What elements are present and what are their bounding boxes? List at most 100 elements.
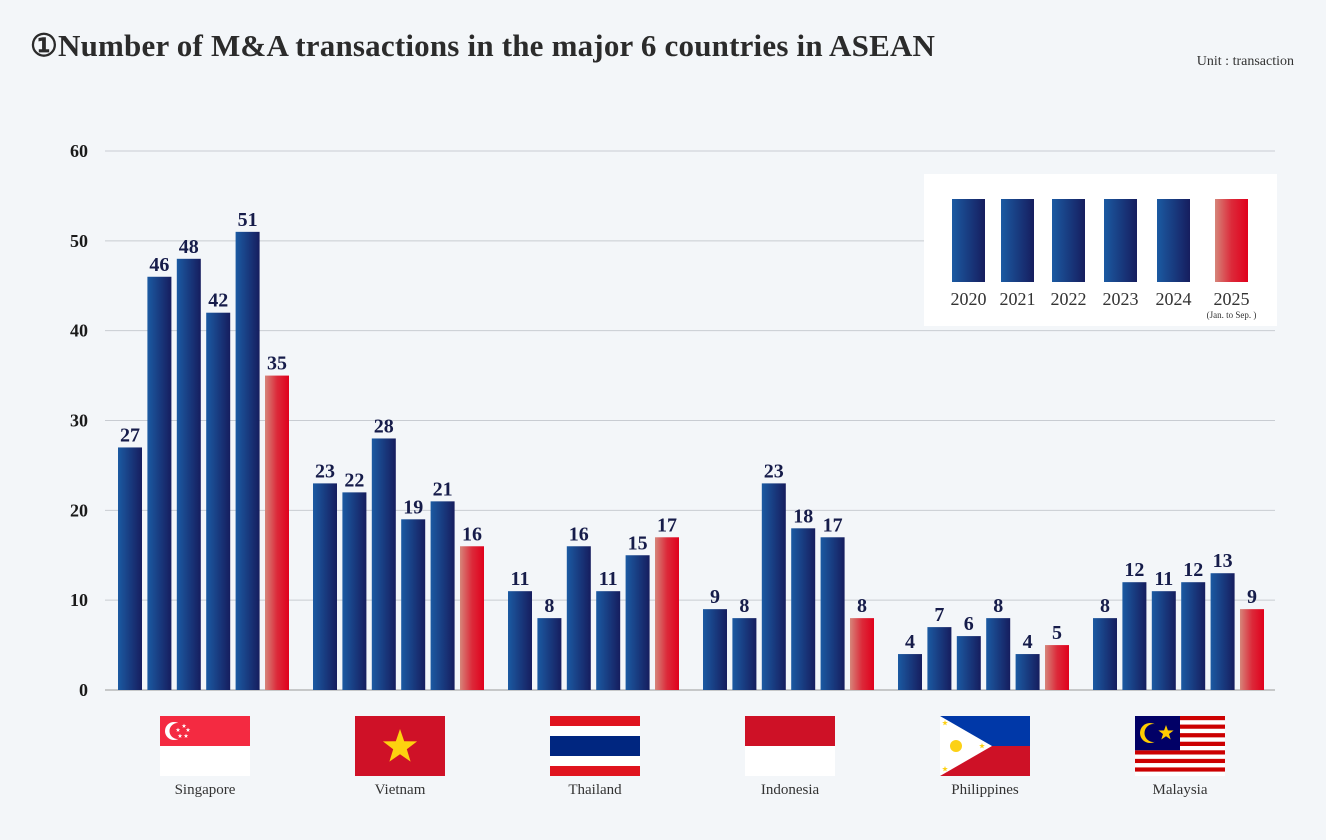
bar-value-label: 11 <box>1154 568 1173 590</box>
bar-singapore-2023 <box>206 312 231 690</box>
bar-indonesia-2023 <box>791 528 816 690</box>
bar-value-label: 18 <box>793 505 813 527</box>
bar-singapore-2022 <box>176 258 201 690</box>
bar-value-label: 17 <box>823 514 843 536</box>
bar-indonesia-2021 <box>732 618 757 690</box>
bar-value-label: 9 <box>1247 586 1257 608</box>
bar-philippines-2021 <box>927 627 952 690</box>
bar-value-label: 9 <box>710 586 720 608</box>
country-label-indonesia: Indonesia <box>761 782 820 798</box>
bar-philippines-2022 <box>956 636 981 690</box>
bar-malaysia-2021 <box>1122 582 1147 690</box>
legend-note: (Jan. to Sep. ) <box>1207 310 1257 320</box>
bar-value-label: 16 <box>462 523 482 545</box>
legend-label-2020: 2020 <box>951 289 987 309</box>
bar-value-label: 23 <box>764 460 784 482</box>
bar-value-label: 42 <box>208 290 228 312</box>
legend-swatch-2024 <box>1157 199 1190 282</box>
bar-value-label: 48 <box>179 236 199 258</box>
bar-thailand-2024 <box>625 555 650 690</box>
flag-singapore <box>160 716 250 776</box>
flag-thailand <box>550 716 640 776</box>
chart-title: ①Number of M&A transactions in the major… <box>30 28 936 63</box>
bar-value-label: 46 <box>149 254 169 276</box>
bar-singapore-2021 <box>147 276 172 690</box>
country-label-vietnam: Vietnam <box>375 782 426 798</box>
country-label-philippines: Philippines <box>951 782 1019 798</box>
bar-value-label: 27 <box>120 424 140 446</box>
bar-thailand-2021 <box>537 618 562 690</box>
flag-philippines <box>940 716 1030 776</box>
legend-label-2024: 2024 <box>1156 289 1192 309</box>
flag-vietnam <box>355 716 445 776</box>
bar-vietnam-2020 <box>313 483 337 690</box>
unit-label: Unit : transaction <box>1196 54 1294 69</box>
legend-label-2023: 2023 <box>1103 289 1139 309</box>
bar-philippines-2024 <box>1015 654 1040 690</box>
bar-value-label: 12 <box>1124 559 1144 581</box>
bar-indonesia-2024 <box>820 537 845 690</box>
bar-vietnam-2021 <box>342 492 367 690</box>
bar-singapore-2025 <box>265 375 289 690</box>
country-label-thailand: Thailand <box>568 782 622 798</box>
y-tick-label: 0 <box>79 680 88 700</box>
bar-value-label: 11 <box>599 568 618 590</box>
bar-value-label: 8 <box>857 595 867 617</box>
bar-philippines-2020 <box>898 654 922 690</box>
bar-value-label: 21 <box>433 478 453 500</box>
legend: 2020 2021 2022 2023 2024 2025(Jan. to Sep. ) <box>924 174 1277 326</box>
bar-value-label: 8 <box>544 595 554 617</box>
bar-malaysia-2023 <box>1181 582 1206 690</box>
country-label-singapore: Singapore <box>175 782 236 798</box>
bar-singapore-2020 <box>118 447 142 690</box>
bar-value-label: 4 <box>1023 631 1033 653</box>
bar-value-label: 13 <box>1213 550 1233 572</box>
bar-thailand-2022 <box>566 546 591 690</box>
legend-label-2022: 2022 <box>1051 289 1087 309</box>
bar-value-label: 28 <box>374 415 394 437</box>
legend-label-2021: 2021 <box>1000 289 1036 309</box>
bar-value-label: 4 <box>905 631 915 653</box>
bar-value-label: 19 <box>403 496 423 518</box>
y-tick-label: 50 <box>70 231 88 251</box>
bar-malaysia-2022 <box>1151 591 1176 690</box>
y-tick-label: 10 <box>70 590 88 610</box>
bar-thailand-2020 <box>508 591 532 690</box>
bar-indonesia-2022 <box>761 483 786 690</box>
y-tick-label: 20 <box>70 500 88 520</box>
bar-indonesia-2025 <box>850 618 874 690</box>
legend-label-2025: 2025 <box>1214 289 1250 309</box>
bar-value-label: 35 <box>267 353 287 375</box>
bar-value-label: 51 <box>238 209 258 231</box>
bar-value-label: 17 <box>657 514 677 536</box>
bar-value-label: 8 <box>993 595 1003 617</box>
legend-swatch-2025 <box>1215 199 1248 282</box>
y-tick-label: 60 <box>70 141 88 161</box>
bar-thailand-2023 <box>596 591 621 690</box>
legend-swatch-2021 <box>1001 199 1034 282</box>
bar-value-label: 11 <box>511 568 530 590</box>
bar-value-label: 8 <box>1100 595 1110 617</box>
flag-indonesia <box>745 716 835 776</box>
bar-value-label: 8 <box>739 595 749 617</box>
bar-value-label: 6 <box>964 613 974 635</box>
bar-value-label: 15 <box>628 532 648 554</box>
bar-philippines-2025 <box>1045 645 1069 690</box>
bar-value-label: 23 <box>315 460 335 482</box>
bar-thailand-2025 <box>655 537 679 690</box>
legend-swatch-2023 <box>1104 199 1137 282</box>
bar-vietnam-2025 <box>460 546 484 690</box>
bar-vietnam-2023 <box>401 519 426 690</box>
bar-philippines-2023 <box>986 618 1011 690</box>
bar-value-label: 22 <box>344 469 364 491</box>
bar-value-label: 7 <box>934 604 944 626</box>
bar-vietnam-2022 <box>371 438 396 690</box>
y-tick-label: 30 <box>70 411 88 431</box>
bar-malaysia-2024 <box>1210 573 1235 690</box>
y-tick-label: 40 <box>70 321 88 341</box>
bar-malaysia-2020 <box>1093 618 1117 690</box>
bar-value-label: 12 <box>1183 559 1203 581</box>
bar-vietnam-2024 <box>430 501 455 690</box>
bar-value-label: 5 <box>1052 622 1062 644</box>
